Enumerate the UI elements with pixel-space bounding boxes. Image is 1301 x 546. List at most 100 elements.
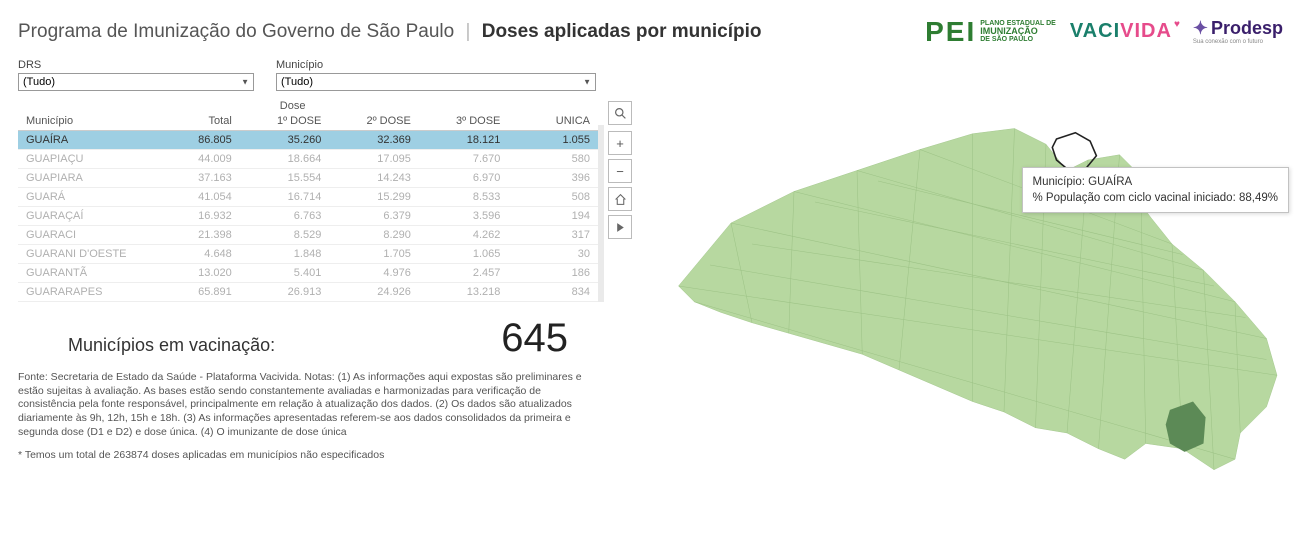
map-zoom-in-button[interactable]: + xyxy=(608,131,632,155)
table-header-row: Município Total 1º DOSE 2º DOSE 3º DOSE … xyxy=(18,112,598,131)
cell-d1: 16.714 xyxy=(240,188,330,207)
left-column: Dose Município Total 1º DOSE 2º DOSE 3º … xyxy=(18,97,598,517)
cell-total: 44.009 xyxy=(150,150,240,169)
cell-total: 16.932 xyxy=(150,207,240,226)
cell-d1: 26.913 xyxy=(240,283,330,302)
tooltip-line-2: % População com ciclo vacinal iniciado: … xyxy=(1033,190,1279,206)
table-row[interactable]: GUARANTÃ13.0205.4014.9762.457186 xyxy=(18,264,598,283)
cell-unica: 508 xyxy=(508,188,598,207)
logo-prodesp: ✦Prodesp Sua conexão com o futuro xyxy=(1193,18,1283,45)
page-title: Programa de Imunização do Governo de São… xyxy=(18,21,762,43)
table-row[interactable]: GUARAÇAÍ16.9326.7636.3793.596194 xyxy=(18,207,598,226)
cell-d3: 2.457 xyxy=(419,264,509,283)
col-d3[interactable]: 3º DOSE xyxy=(419,112,509,131)
cell-d3: 1.065 xyxy=(419,245,509,264)
title-program: Programa de Imunização do Governo de São… xyxy=(18,21,454,42)
cell-unica: 317 xyxy=(508,226,598,245)
table-super-header: Dose xyxy=(240,97,598,112)
map-search-button[interactable] xyxy=(608,101,632,125)
cell-total: 13.020 xyxy=(150,264,240,283)
cell-unica: 834 xyxy=(508,283,598,302)
cell-unica: 186 xyxy=(508,264,598,283)
cell-d2: 6.379 xyxy=(329,207,419,226)
kpi-value: 645 xyxy=(501,316,568,361)
cell-d2: 8.290 xyxy=(329,226,419,245)
cell-d1: 15.554 xyxy=(240,169,330,188)
cell-d3: 4.262 xyxy=(419,226,509,245)
cell-d3: 3.596 xyxy=(419,207,509,226)
filter-bar: DRS (Tudo) Município (Tudo) xyxy=(0,53,1301,93)
cell-d3: 7.670 xyxy=(419,150,509,169)
cell-d2: 24.926 xyxy=(329,283,419,302)
doses-table: Dose Município Total 1º DOSE 2º DOSE 3º … xyxy=(18,97,598,302)
title-section: Doses aplicadas por município xyxy=(482,21,762,42)
cell-total: 65.891 xyxy=(150,283,240,302)
cell-unica: 194 xyxy=(508,207,598,226)
filter-mun-select[interactable]: (Tudo) xyxy=(276,73,596,91)
map-svg xyxy=(644,97,1301,517)
cell-d1: 1.848 xyxy=(240,245,330,264)
cell-municipio: GUARACI xyxy=(18,226,150,245)
cell-municipio: GUARANI D'OESTE xyxy=(18,245,150,264)
cell-d2: 1.705 xyxy=(329,245,419,264)
cell-total: 37.163 xyxy=(150,169,240,188)
cell-d1: 18.664 xyxy=(240,150,330,169)
col-total[interactable]: Total xyxy=(150,112,240,131)
heart-icon: ♥ xyxy=(1174,19,1181,30)
cell-municipio: GUAPIARA xyxy=(18,169,150,188)
notes-text: Fonte: Secretaria de Estado da Saúde - P… xyxy=(18,367,598,439)
kpi-row: Municípios em vacinação: 645 xyxy=(18,302,598,367)
table-row[interactable]: GUAPIAÇU44.00918.66417.0957.670580 xyxy=(18,150,598,169)
cell-d1: 5.401 xyxy=(240,264,330,283)
filter-drs: DRS (Tudo) xyxy=(18,59,254,91)
map-play-button[interactable] xyxy=(608,215,632,239)
table-row[interactable]: GUARÁ41.05416.71415.2998.533508 xyxy=(18,188,598,207)
footnote-text: * Temos um total de 263874 doses aplicad… xyxy=(18,439,598,461)
cell-d2: 32.369 xyxy=(329,131,419,150)
map-zoom-out-button[interactable]: − xyxy=(608,159,632,183)
col-d1[interactable]: 1º DOSE xyxy=(240,112,330,131)
cell-unica: 1.055 xyxy=(508,131,598,150)
cell-total: 41.054 xyxy=(150,188,240,207)
title-separator: | xyxy=(466,21,471,42)
table-row[interactable]: GUARARAPES65.89126.91324.92613.218834 xyxy=(18,283,598,302)
col-d2[interactable]: 2º DOSE xyxy=(329,112,419,131)
dots-icon: ✦ xyxy=(1193,18,1208,39)
col-municipio[interactable]: Município xyxy=(18,112,150,131)
map-home-button[interactable] xyxy=(608,187,632,211)
header: Programa de Imunização do Governo de São… xyxy=(0,0,1301,53)
cell-municipio: GUARÁ xyxy=(18,188,150,207)
map-area[interactable] xyxy=(644,97,1301,517)
cell-municipio: GUARARAPES xyxy=(18,283,150,302)
cell-total: 86.805 xyxy=(150,131,240,150)
cell-d2: 14.243 xyxy=(329,169,419,188)
map-column: + − xyxy=(604,97,1301,517)
logo-pei: PEI PLANO ESTADUAL DE IMUNIZAÇÃO DE SÃO … xyxy=(925,20,1056,44)
col-unica[interactable]: UNICA xyxy=(508,112,598,131)
cell-unica: 396 xyxy=(508,169,598,188)
cell-d3: 18.121 xyxy=(419,131,509,150)
cell-d2: 4.976 xyxy=(329,264,419,283)
table-row[interactable]: GUAPIARA37.16315.55414.2436.970396 xyxy=(18,169,598,188)
cell-municipio: GUARANTÃ xyxy=(18,264,150,283)
cell-d3: 13.218 xyxy=(419,283,509,302)
cell-total: 4.648 xyxy=(150,245,240,264)
logo-pei-sub: PLANO ESTADUAL DE IMUNIZAÇÃO DE SÃO PAUL… xyxy=(980,20,1056,43)
cell-d3: 6.970 xyxy=(419,169,509,188)
kpi-label: Municípios em vacinação: xyxy=(68,335,275,356)
cell-d2: 15.299 xyxy=(329,188,419,207)
logo-bar: PEI PLANO ESTADUAL DE IMUNIZAÇÃO DE SÃO … xyxy=(925,18,1283,45)
table-row[interactable]: GUAÍRA86.80535.26032.36918.1211.055 xyxy=(18,131,598,150)
table-row[interactable]: GUARANI D'OESTE4.6481.8481.7051.06530 xyxy=(18,245,598,264)
table-row[interactable]: GUARACI21.3988.5298.2904.262317 xyxy=(18,226,598,245)
cell-d1: 8.529 xyxy=(240,226,330,245)
cell-d3: 8.533 xyxy=(419,188,509,207)
filter-municipio: Município (Tudo) xyxy=(276,59,596,91)
filter-drs-select[interactable]: (Tudo) xyxy=(18,73,254,91)
map-toolbar: + − xyxy=(608,131,632,239)
cell-total: 21.398 xyxy=(150,226,240,245)
cell-unica: 580 xyxy=(508,150,598,169)
table-container: Dose Município Total 1º DOSE 2º DOSE 3º … xyxy=(18,97,598,302)
filter-drs-label: DRS xyxy=(18,59,254,71)
cell-municipio: GUAPIAÇU xyxy=(18,150,150,169)
